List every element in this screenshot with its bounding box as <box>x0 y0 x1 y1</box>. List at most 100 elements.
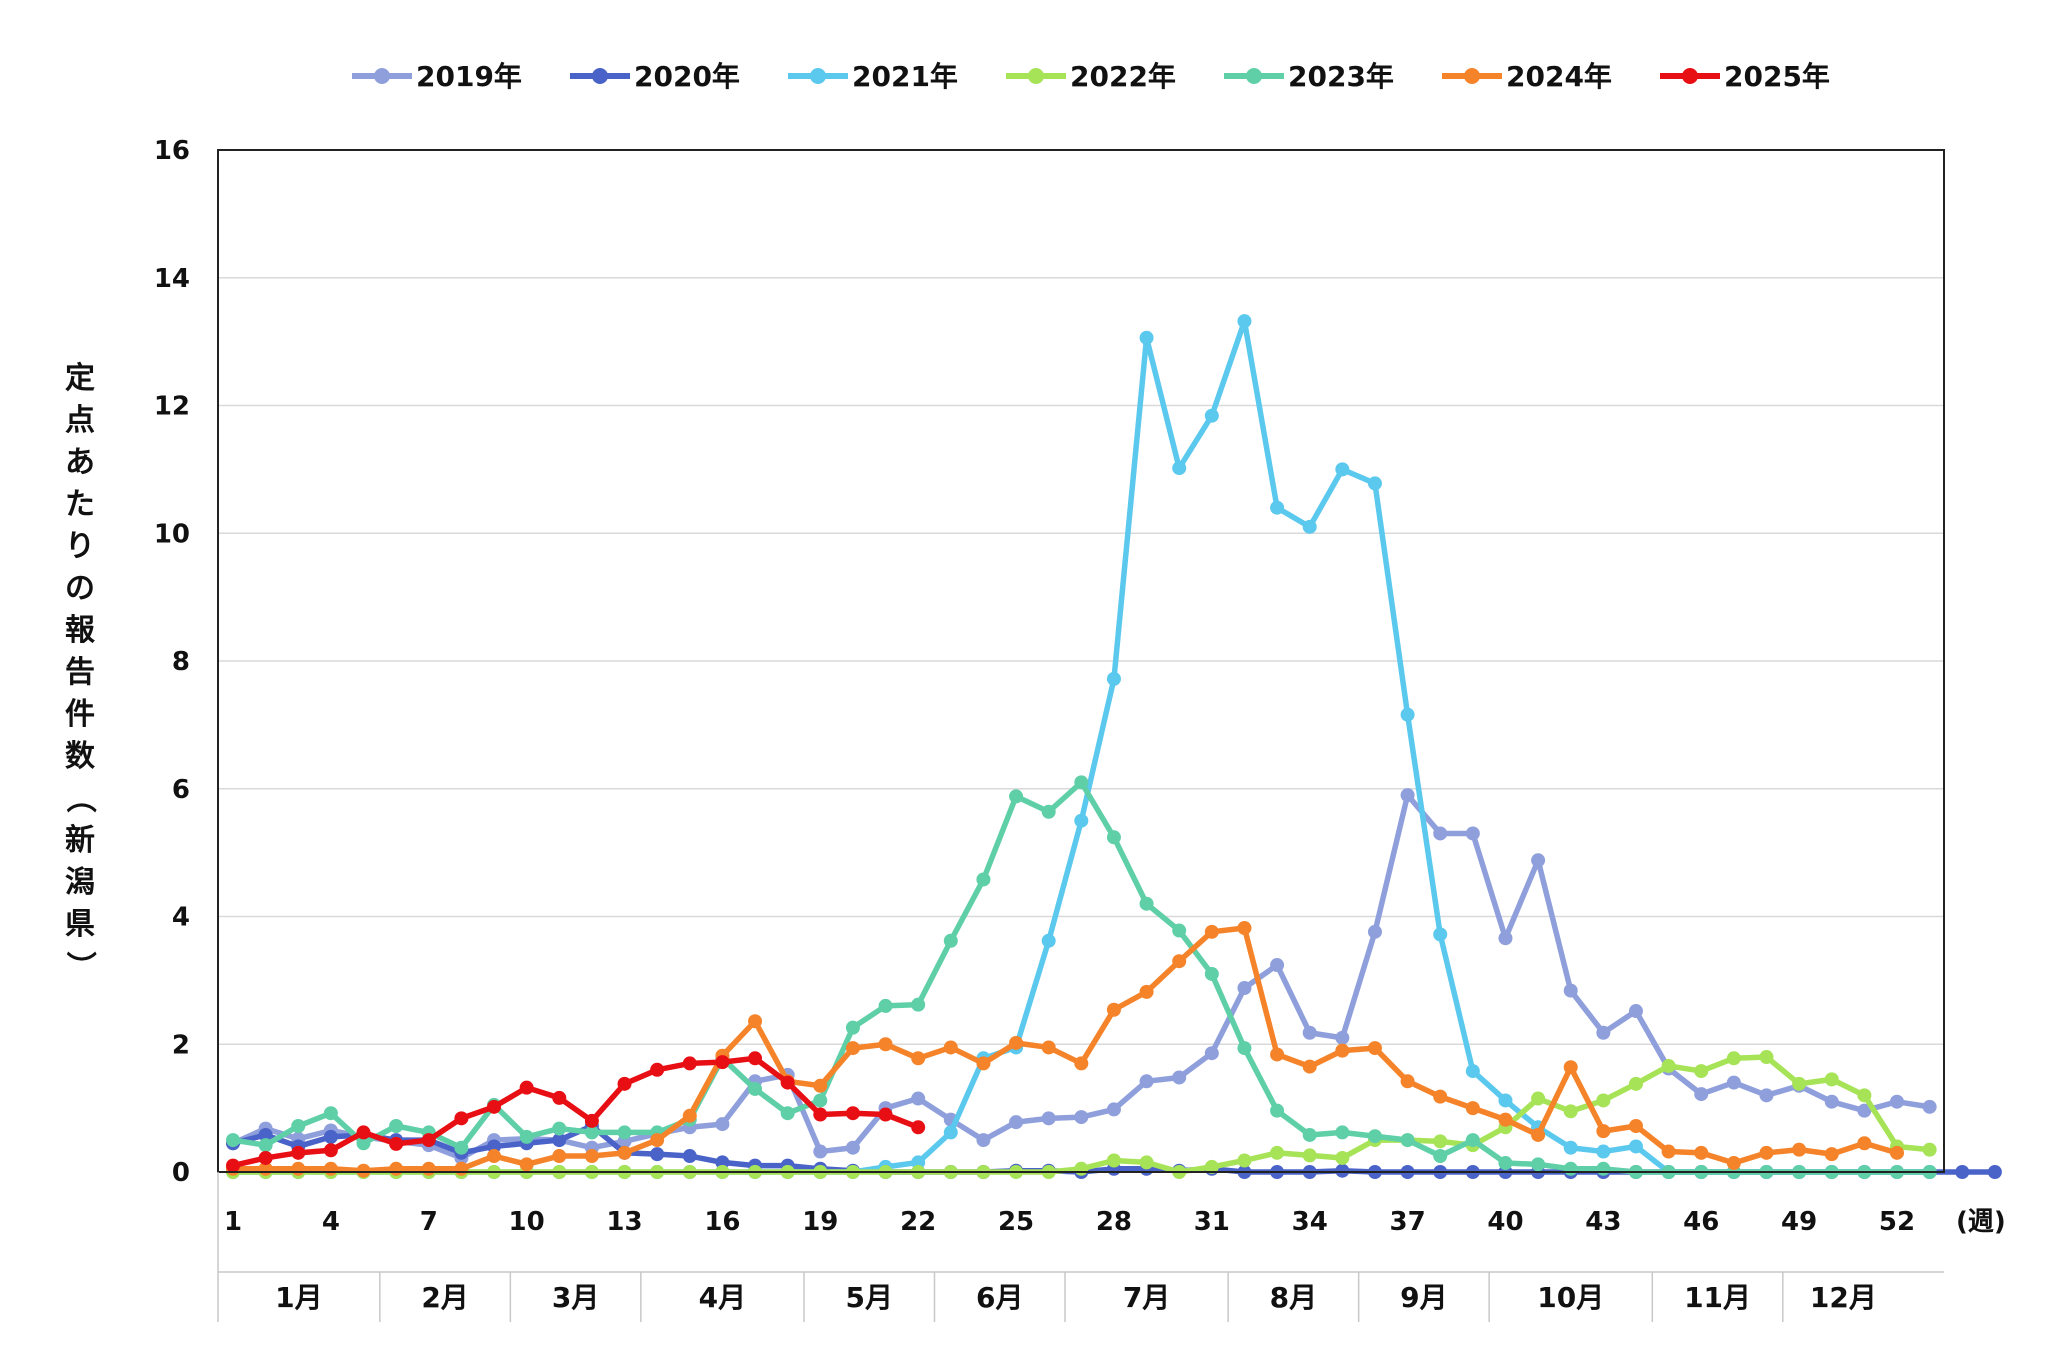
data-point <box>1628 1119 1643 1134</box>
data-point <box>715 1155 730 1170</box>
data-point <box>943 1040 958 1055</box>
data-point <box>1302 1025 1317 1040</box>
data-point <box>1824 1072 1839 1087</box>
x-tick-label: 49 <box>1781 1207 1817 1237</box>
data-point <box>323 1106 338 1121</box>
y-axis-title-char: の <box>65 571 95 606</box>
data-point <box>1270 958 1285 973</box>
y-axis-title-char: あ <box>65 445 95 480</box>
data-point <box>356 1136 371 1151</box>
data-point <box>878 1107 893 1122</box>
data-point <box>1041 1040 1056 1055</box>
data-point <box>519 1157 534 1172</box>
data-point <box>1563 1104 1578 1119</box>
data-point <box>1367 1129 1382 1144</box>
y-tick-label: 6 <box>172 775 190 805</box>
data-point <box>291 1161 306 1176</box>
data-point <box>291 1145 306 1160</box>
data-point <box>487 1149 502 1164</box>
x-tick-label: 37 <box>1389 1207 1425 1237</box>
data-point <box>1074 775 1089 790</box>
series-2025年 <box>226 1051 926 1173</box>
data-point <box>1335 1150 1350 1165</box>
data-point <box>1792 1076 1807 1091</box>
data-point <box>748 1051 763 1066</box>
data-point <box>1922 1099 1937 1114</box>
data-point <box>911 997 926 1012</box>
data-point <box>1890 1094 1904 1109</box>
data-point <box>1270 500 1285 515</box>
data-point <box>389 1136 404 1151</box>
data-point <box>1074 1161 1089 1176</box>
legend-label: 2019年 <box>416 60 522 93</box>
data-point <box>1857 1103 1872 1118</box>
data-point <box>1596 1161 1611 1176</box>
data-point <box>226 1133 240 1148</box>
data-point <box>1204 408 1219 423</box>
data-point <box>976 1133 991 1148</box>
data-point <box>1465 1133 1480 1148</box>
data-point <box>1302 1059 1317 1074</box>
month-label: 3月 <box>552 1281 599 1314</box>
data-point <box>1661 1144 1676 1159</box>
data-point <box>682 1149 697 1164</box>
data-point <box>1074 1110 1089 1125</box>
data-point <box>487 1099 502 1114</box>
data-point <box>1531 853 1546 868</box>
data-point <box>1726 1075 1741 1090</box>
x-tick-label: 16 <box>704 1207 740 1237</box>
y-tick-label: 12 <box>154 392 190 422</box>
legend-swatch-marker <box>1028 68 1044 84</box>
data-point <box>650 1147 665 1162</box>
data-point <box>1531 1127 1546 1142</box>
data-point <box>748 1014 763 1029</box>
data-point <box>1596 1144 1611 1159</box>
data-point <box>845 1020 860 1035</box>
data-point <box>323 1129 338 1144</box>
data-point <box>1172 923 1187 938</box>
x-tick-label: 31 <box>1194 1207 1230 1237</box>
data-point <box>1726 1156 1741 1171</box>
data-point <box>454 1111 469 1126</box>
data-point <box>1302 519 1317 534</box>
data-point <box>1465 826 1480 841</box>
data-point <box>845 1140 860 1155</box>
data-point <box>1041 804 1056 819</box>
y-tick-label: 0 <box>172 1158 190 1188</box>
data-point <box>1074 813 1089 828</box>
data-point <box>1498 1093 1513 1108</box>
data-point <box>1041 1111 1056 1126</box>
data-point <box>389 1161 404 1176</box>
data-point <box>1335 1030 1350 1045</box>
data-point <box>1074 1056 1089 1071</box>
data-point <box>943 1125 958 1140</box>
data-point <box>584 1149 599 1164</box>
data-point <box>1465 1101 1480 1116</box>
legend-label: 2023年 <box>1288 60 1394 93</box>
legend-label: 2022年 <box>1070 60 1176 93</box>
legend-swatch-marker <box>1682 68 1698 84</box>
data-point <box>1563 983 1578 998</box>
data-point <box>1498 1156 1513 1171</box>
data-point <box>1139 330 1154 345</box>
data-point <box>1628 1139 1643 1154</box>
data-point <box>943 933 958 948</box>
y-axis-title-char: ） <box>62 951 97 981</box>
data-point <box>748 1081 763 1096</box>
data-point <box>1009 1115 1024 1130</box>
x-tick-label: 7 <box>420 1207 438 1237</box>
x-tick-label: 43 <box>1585 1207 1621 1237</box>
month-label: 4月 <box>699 1281 746 1314</box>
data-point <box>1237 314 1252 329</box>
data-point <box>552 1149 567 1164</box>
data-point <box>421 1161 436 1176</box>
data-point <box>1204 966 1219 981</box>
data-point <box>1400 1074 1415 1089</box>
data-point <box>1400 788 1415 803</box>
month-label: 10月 <box>1537 1281 1604 1314</box>
data-point <box>1367 924 1382 939</box>
data-point <box>845 1041 860 1056</box>
data-point <box>911 1091 926 1106</box>
data-point <box>715 1117 730 1132</box>
